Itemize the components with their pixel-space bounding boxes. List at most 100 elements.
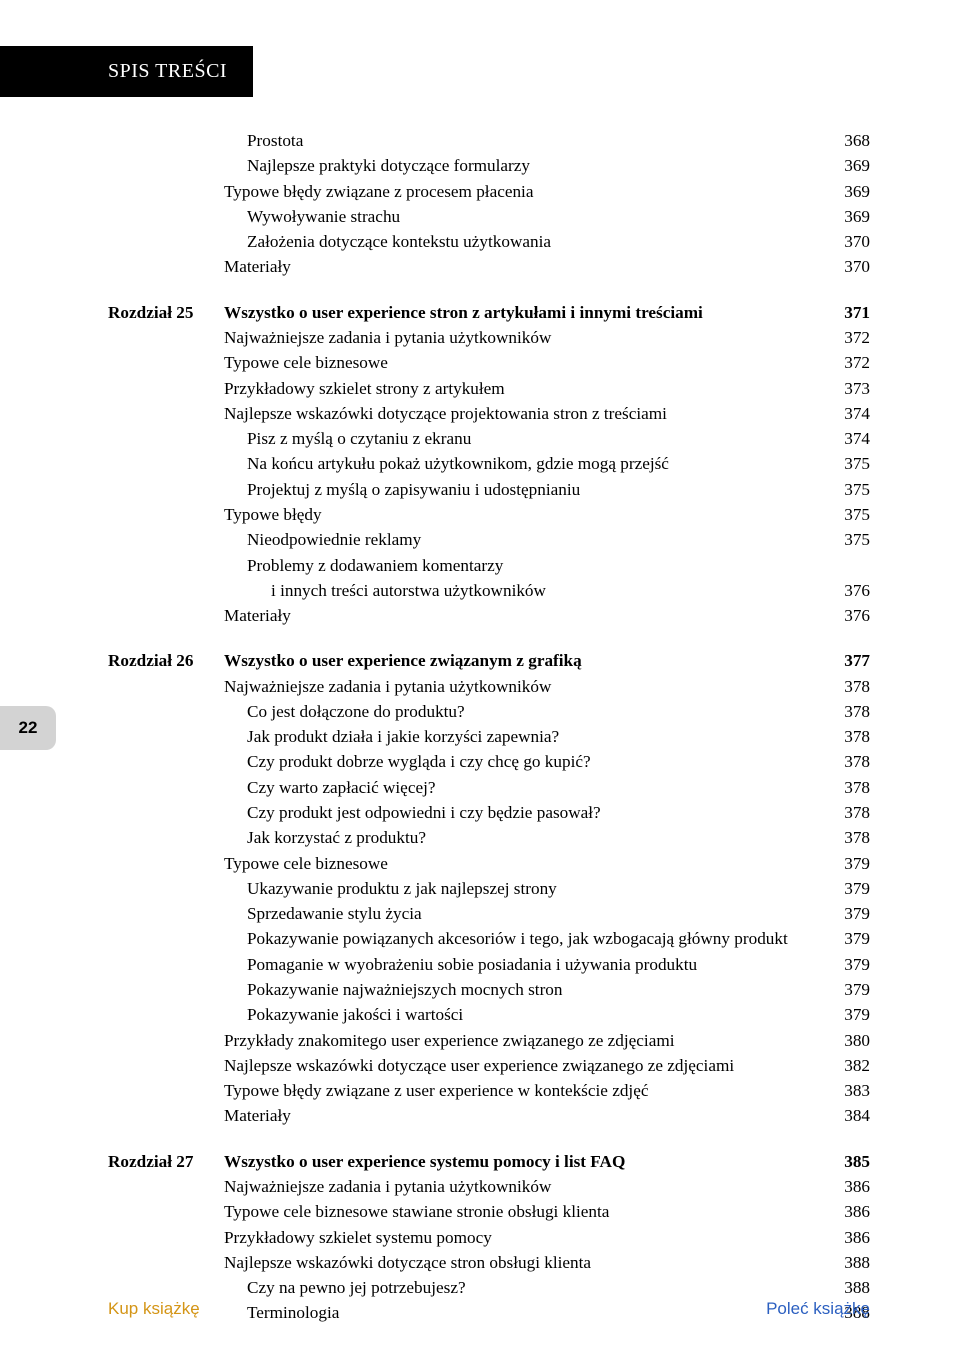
toc-page-number: 369 xyxy=(810,153,870,178)
toc-row: Ukazywanie produktu z jak najlepszej str… xyxy=(108,876,870,901)
table-of-contents: Prostota368Najlepsze praktyki dotyczące … xyxy=(108,128,870,1326)
toc-page-number: 372 xyxy=(810,350,870,375)
toc-entry-text: Przykładowy szkielet strony z artykułem xyxy=(224,376,810,401)
toc-row: Pokazywanie najważniejszych mocnych stro… xyxy=(108,977,870,1002)
toc-page-number: 373 xyxy=(810,376,870,401)
toc-entry-text: Czy produkt jest odpowiedni i czy będzie… xyxy=(247,800,810,825)
toc-row: Projektuj z myślą o zapisywaniu i udostę… xyxy=(108,477,870,502)
toc-row-left: Najlepsze wskazówki dotyczące stron obsł… xyxy=(108,1250,810,1275)
toc-row-left: Projektuj z myślą o zapisywaniu i udostę… xyxy=(108,477,810,502)
toc-row: Pisz z myślą o czytaniu z ekranu374 xyxy=(108,426,870,451)
toc-page-number: 378 xyxy=(810,749,870,774)
toc-row-left: Najważniejsze zadania i pytania użytkown… xyxy=(108,674,810,699)
toc-row: Pomaganie w wyobrażeniu sobie posiadania… xyxy=(108,952,870,977)
toc-page-number: 379 xyxy=(810,952,870,977)
toc-row: Jak korzystać z produktu?378 xyxy=(108,825,870,850)
chapter-title: Wszystko o user experience systemu pomoc… xyxy=(224,1149,810,1174)
toc-page-number: 369 xyxy=(810,204,870,229)
toc-row-left: Na końcu artykułu pokaż użytkownikom, gd… xyxy=(108,451,810,476)
toc-row-left: Materiały xyxy=(108,254,810,279)
toc-row-left: Przykładowy szkielet strony z artykułem xyxy=(108,376,810,401)
chapter-label: Rozdział 27 xyxy=(108,1149,224,1174)
toc-entry-text: Typowe cele biznesowe stawiane stronie o… xyxy=(224,1199,810,1224)
toc-row-left: Sprzedawanie stylu życia xyxy=(108,901,810,926)
toc-entry-text: Założenia dotyczące kontekstu użytkowani… xyxy=(247,229,810,254)
toc-page-number: 378 xyxy=(810,775,870,800)
toc-row-left: Najlepsze wskazówki dotyczące user exper… xyxy=(108,1053,810,1078)
toc-page-number: 385 xyxy=(810,1149,870,1174)
toc-entry-text: Typowe cele biznesowe xyxy=(224,350,810,375)
header-title: SPIS TREŚCI xyxy=(108,60,227,82)
toc-page-number: 379 xyxy=(810,977,870,1002)
toc-entry-text: Pomaganie w wyobrażeniu sobie posiadania… xyxy=(247,952,810,977)
toc-row: Typowe błędy związane z user experience … xyxy=(108,1078,870,1103)
toc-row-left: i innych treści autorstwa użytkowników xyxy=(108,578,810,603)
toc-entry-text: Jak produkt działa i jakie korzyści zape… xyxy=(247,724,810,749)
toc-row: Czy produkt jest odpowiedni i czy będzie… xyxy=(108,800,870,825)
toc-row-left: Najlepsze praktyki dotyczące formularzy xyxy=(108,153,810,178)
toc-page-number: 379 xyxy=(810,851,870,876)
toc-row: Założenia dotyczące kontekstu użytkowani… xyxy=(108,229,870,254)
toc-entry-text: Pokazywanie powiązanych akcesoriów i teg… xyxy=(247,926,810,951)
toc-row: Typowe cele biznesowe stawiane stronie o… xyxy=(108,1199,870,1224)
toc-entry-text: Czy produkt dobrze wygląda i czy chcę go… xyxy=(247,749,810,774)
toc-row: Najlepsze wskazówki dotyczące user exper… xyxy=(108,1053,870,1078)
toc-row: Czy produkt dobrze wygląda i czy chcę go… xyxy=(108,749,870,774)
toc-entry-text: Czy na pewno jej potrzebujesz? xyxy=(247,1275,810,1300)
toc-page-number: 379 xyxy=(810,926,870,951)
toc-page-number: 369 xyxy=(810,179,870,204)
toc-entry-text: Materiały xyxy=(224,1103,810,1128)
toc-chapter-row: Rozdział 26Wszystko o user experience zw… xyxy=(108,648,870,673)
toc-row: Materiały384 xyxy=(108,1103,870,1128)
toc-row: Najlepsze wskazówki dotyczące projektowa… xyxy=(108,401,870,426)
toc-row-left: Rozdział 26Wszystko o user experience zw… xyxy=(108,648,810,673)
toc-entry-text: Na końcu artykułu pokaż użytkownikom, gd… xyxy=(247,451,810,476)
toc-row-left: Typowe błędy xyxy=(108,502,810,527)
toc-entry-text: Najlepsze praktyki dotyczące formularzy xyxy=(247,153,810,178)
toc-entry-text: Najlepsze wskazówki dotyczące stron obsł… xyxy=(224,1250,810,1275)
toc-page-number: 380 xyxy=(810,1028,870,1053)
toc-entry-text: Pokazywanie jakości i wartości xyxy=(247,1002,810,1027)
toc-row-left: Typowe cele biznesowe xyxy=(108,350,810,375)
toc-entry-text: Typowe cele biznesowe xyxy=(224,851,810,876)
toc-row-left: Ukazywanie produktu z jak najlepszej str… xyxy=(108,876,810,901)
toc-row: Typowe błędy375 xyxy=(108,502,870,527)
toc-row: Przykłady znakomitego user experience zw… xyxy=(108,1028,870,1053)
toc-chapter-row: Rozdział 25Wszystko o user experience st… xyxy=(108,300,870,325)
toc-entry-text: Najważniejsze zadania i pytania użytkown… xyxy=(224,674,810,699)
recommend-book-link[interactable]: Poleć książkę xyxy=(766,1299,870,1319)
toc-entry-text: Najlepsze wskazówki dotyczące projektowa… xyxy=(224,401,810,426)
toc-row-left: Najlepsze wskazówki dotyczące projektowa… xyxy=(108,401,810,426)
toc-row-left: Czy na pewno jej potrzebujesz? xyxy=(108,1275,810,1300)
toc-page-number: 370 xyxy=(810,229,870,254)
toc-page-number: 388 xyxy=(810,1275,870,1300)
footer-links: Kup książkę Poleć książkę xyxy=(108,1299,870,1319)
toc-row: Typowe błędy związane z procesem płaceni… xyxy=(108,179,870,204)
page-number-tab: 22 xyxy=(0,706,56,750)
toc-entry-text: Czy warto zapłacić więcej? xyxy=(247,775,810,800)
toc-row: Czy warto zapłacić więcej?378 xyxy=(108,775,870,800)
toc-row-left: Typowe cele biznesowe stawiane stronie o… xyxy=(108,1199,810,1224)
toc-page-number: 382 xyxy=(810,1053,870,1078)
buy-book-link[interactable]: Kup książkę xyxy=(108,1299,200,1319)
toc-row-left: Jak produkt działa i jakie korzyści zape… xyxy=(108,724,810,749)
toc-entry-text: i innych treści autorstwa użytkowników xyxy=(271,578,810,603)
toc-row-left: Czy produkt jest odpowiedni i czy będzie… xyxy=(108,800,810,825)
toc-row-left: Przykładowy szkielet systemu pomocy xyxy=(108,1225,810,1250)
toc-page-number: 378 xyxy=(810,800,870,825)
toc-page-number: 379 xyxy=(810,901,870,926)
toc-entry-text: Przykłady znakomitego user experience zw… xyxy=(224,1028,810,1053)
toc-entry-text: Pokazywanie najważniejszych mocnych stro… xyxy=(247,977,810,1002)
toc-row-left: Założenia dotyczące kontekstu użytkowani… xyxy=(108,229,810,254)
toc-row-left: Materiały xyxy=(108,603,810,628)
toc-entry-text: Nieodpowiednie reklamy xyxy=(247,527,810,552)
toc-page-number: 378 xyxy=(810,674,870,699)
toc-entry-text: Najlepsze wskazówki dotyczące user exper… xyxy=(224,1053,810,1078)
toc-page-number: 379 xyxy=(810,1002,870,1027)
toc-row: Materiały370 xyxy=(108,254,870,279)
toc-page-number: 375 xyxy=(810,451,870,476)
toc-row: Na końcu artykułu pokaż użytkownikom, gd… xyxy=(108,451,870,476)
toc-row-left: Typowe błędy związane z procesem płaceni… xyxy=(108,179,810,204)
toc-entry-text: Materiały xyxy=(224,603,810,628)
toc-row-left: Wywoływanie strachu xyxy=(108,204,810,229)
